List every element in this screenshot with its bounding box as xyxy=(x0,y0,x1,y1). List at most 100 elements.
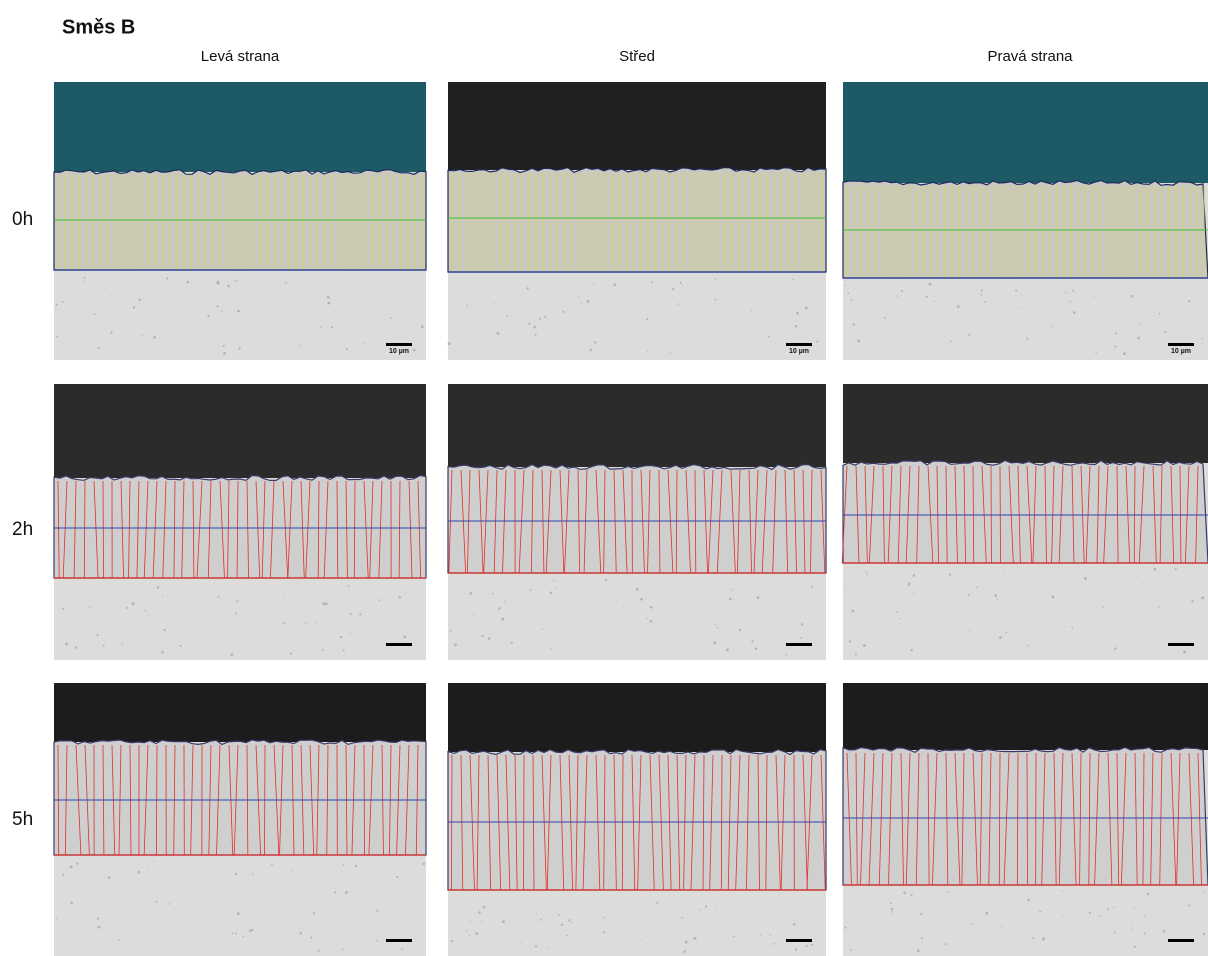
substrate-speck xyxy=(980,289,983,292)
measure-line xyxy=(900,752,904,886)
substrate-speck xyxy=(1162,929,1166,933)
substrate-speck xyxy=(1088,911,1091,915)
substrate-speck xyxy=(552,579,555,582)
substrate-speck xyxy=(131,602,135,606)
substrate-speck xyxy=(466,304,469,307)
substrate-speck xyxy=(635,587,639,591)
scale-label: 10 µm xyxy=(1171,348,1191,355)
substrate-speck xyxy=(751,640,754,643)
substrate-speck xyxy=(1131,927,1133,929)
measure-line xyxy=(915,752,920,886)
substrate-speck xyxy=(681,917,683,919)
substrate-speck xyxy=(754,647,758,651)
measure-line xyxy=(181,480,185,579)
substrate-speck xyxy=(62,607,65,610)
substrate-speck xyxy=(496,331,500,335)
substrate-speck xyxy=(713,641,717,645)
substrate-speck xyxy=(1158,312,1161,315)
column-header: Střed xyxy=(619,48,655,65)
substrate-speck xyxy=(125,606,128,609)
measure-line xyxy=(83,480,86,579)
substrate-speck xyxy=(1137,336,1140,340)
substrate-speck xyxy=(528,322,531,325)
scale-bar xyxy=(786,939,812,942)
substrate-speck xyxy=(1202,890,1205,893)
substrate-speck xyxy=(1095,351,1097,354)
substrate-speck xyxy=(501,617,505,621)
substrate-speck xyxy=(285,282,288,284)
substrate-speck xyxy=(566,934,568,937)
substrate-speck xyxy=(537,615,539,617)
substrate-speck xyxy=(156,586,160,589)
substrate-speck xyxy=(110,331,113,334)
substrate-speck xyxy=(56,335,59,338)
substrate-speck xyxy=(910,648,913,652)
substrate-speck xyxy=(773,943,775,945)
substrate-speck xyxy=(378,599,380,601)
coating-layer xyxy=(842,179,1208,279)
substrate-speck xyxy=(605,578,608,581)
substrate-speck xyxy=(538,317,541,320)
measure-line xyxy=(417,480,422,579)
measure-line xyxy=(1053,752,1057,886)
substrate-speck xyxy=(102,644,105,647)
measure-line xyxy=(888,752,893,886)
substrate-speck xyxy=(420,325,424,329)
substrate-speck xyxy=(223,351,226,355)
substrate-speck xyxy=(88,606,91,608)
scale-bar xyxy=(1168,939,1194,942)
substrate-speck xyxy=(469,934,471,936)
substrate-speck xyxy=(179,645,182,648)
substrate-speck xyxy=(62,301,64,303)
substrate-speck xyxy=(767,335,770,338)
measure-line xyxy=(1088,752,1091,886)
substrate-speck xyxy=(570,921,572,924)
substrate-speck xyxy=(913,592,915,595)
measure-line xyxy=(102,480,104,579)
substrate-speck xyxy=(890,902,892,905)
substrate-speck xyxy=(299,931,302,935)
substrate-speck xyxy=(403,635,407,639)
measure-line xyxy=(152,480,158,579)
substrate-speck xyxy=(794,948,798,951)
substrate-speck xyxy=(270,863,273,866)
substrate-speck xyxy=(1032,937,1035,940)
substrate-speck xyxy=(794,325,798,328)
measure-line xyxy=(868,752,875,886)
substrate-speck xyxy=(677,303,680,305)
substrate-speck xyxy=(478,911,481,914)
substrate-speck xyxy=(1084,576,1087,580)
substrate-speck xyxy=(498,607,501,610)
substrate-speck xyxy=(631,313,633,315)
measure-line xyxy=(57,480,60,579)
substrate-speck xyxy=(481,634,484,638)
measure-line xyxy=(954,752,961,886)
measure-line xyxy=(1094,752,1100,886)
substrate-speck xyxy=(857,339,861,343)
substrate-speck xyxy=(342,649,345,652)
substrate-speck xyxy=(976,586,978,588)
substrate-speck xyxy=(217,595,220,598)
substrate-speck xyxy=(903,891,907,895)
substrate-speck xyxy=(592,284,594,286)
substrate-speck xyxy=(847,292,850,295)
substrate-speck xyxy=(1139,323,1142,326)
scale-bar xyxy=(386,643,412,646)
substrate-speck xyxy=(983,301,986,303)
measure-line xyxy=(1079,752,1082,886)
substrate-speck xyxy=(326,295,330,299)
substrate-speck xyxy=(639,939,641,941)
substrate-speck xyxy=(161,594,164,596)
substrate-speck xyxy=(649,619,653,623)
substrate-speck xyxy=(994,594,998,598)
measure-line xyxy=(860,752,866,886)
substrate-speck xyxy=(493,302,495,304)
substrate-speck xyxy=(447,342,451,346)
substrate-speck xyxy=(671,288,675,291)
substrate-speck xyxy=(1191,600,1194,603)
scale-bar xyxy=(786,343,812,346)
substrate-speck xyxy=(104,288,106,290)
substrate-speck xyxy=(603,931,606,934)
substrate-speck xyxy=(235,932,237,935)
measure-line xyxy=(120,480,125,579)
